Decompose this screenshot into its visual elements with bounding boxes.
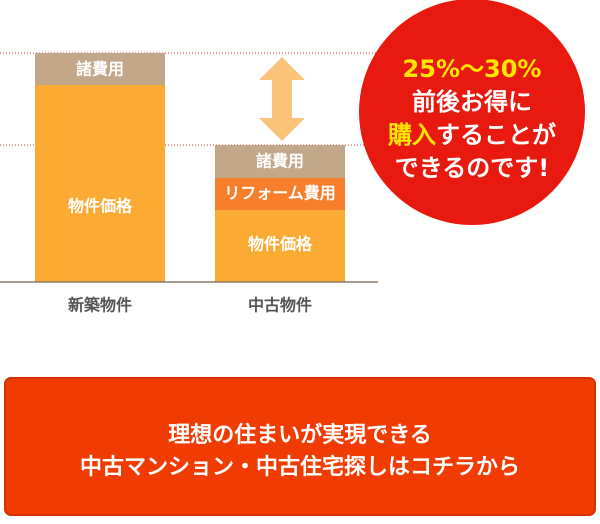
segment-label: 物件価格	[248, 235, 313, 254]
cta-text[interactable]: 中古マンション・中古住宅探しはコチラから	[80, 454, 520, 480]
bar-segment	[215, 145, 345, 178]
category-label: 中古物件	[248, 296, 312, 315]
badge-highlight: 25%〜30%	[403, 55, 542, 83]
double-arrow	[259, 57, 305, 141]
segment-label: 諸費用	[76, 60, 124, 79]
badge-text: できるのです!	[395, 154, 549, 182]
badge-text: することが	[436, 121, 556, 149]
badge-highlight: 購入	[388, 121, 436, 149]
segment-label: 諸費用	[256, 152, 304, 171]
badge-text: 購入することが	[388, 121, 556, 149]
segment-label: リフォーム費用	[224, 184, 336, 203]
bar-segment	[35, 85, 165, 282]
cta-button[interactable]: 理想の住まいが実現できる 中古マンション・中古住宅探しはコチラから	[4, 377, 596, 516]
cta-text[interactable]: 理想の住まいが実現できる	[168, 422, 432, 448]
cta-background[interactable]	[4, 377, 596, 516]
segment-label: 物件価格	[68, 197, 133, 216]
category-label: 新築物件	[68, 296, 132, 315]
badge-text: 前後お得に	[412, 88, 532, 116]
bar-segment	[215, 210, 345, 282]
badge-circle	[359, 0, 585, 225]
bar-segment	[35, 53, 165, 85]
bar-segment	[215, 178, 345, 210]
